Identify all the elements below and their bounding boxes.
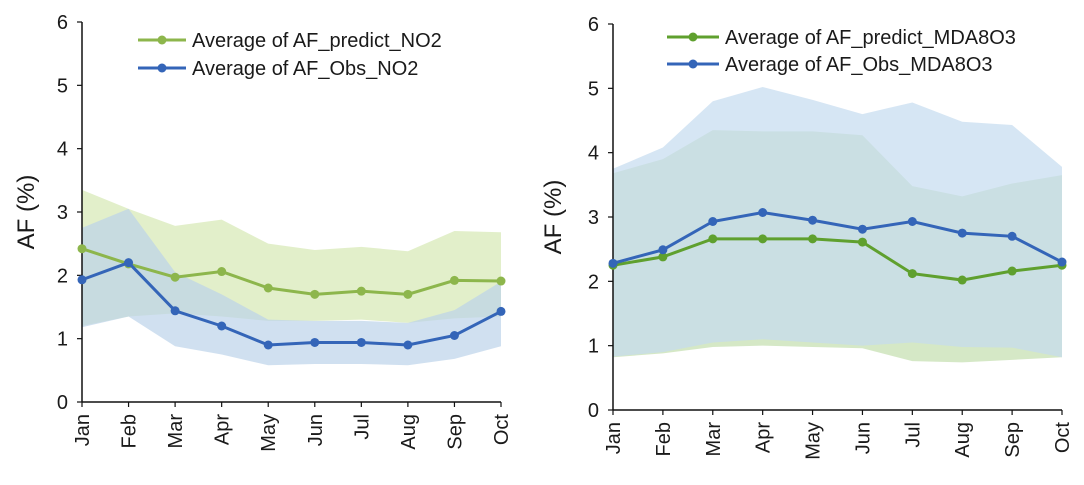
chart1-x-tick-label-feb: Feb [119, 414, 141, 448]
chart1-point-average-of-af-predict-no2-apr [217, 267, 227, 277]
chart2-point-average-of-af-predict-mda8o3-aug [957, 275, 967, 285]
chart2-x-tick-label-jun: Jun [852, 422, 874, 454]
chart1-y-tick-label-2: 2 [57, 265, 68, 287]
chart1-x-tick-label-jul: Jul [351, 414, 373, 440]
chart1-y-tick-label-4: 4 [57, 139, 68, 161]
chart2-y-tick-label-1: 1 [588, 336, 599, 358]
chart2-point-average-of-af-obs-mda8o3-sep [1007, 231, 1017, 241]
chart2-point-average-of-af-predict-mda8o3-apr [758, 234, 768, 244]
chart1-point-average-of-af-obs-no2-jan [77, 275, 87, 285]
chart2-point-average-of-af-obs-mda8o3-jun [857, 224, 867, 234]
chart2-x-tick-label-apr: Apr [753, 422, 775, 453]
chart2-y-tick-label-5: 5 [588, 78, 599, 100]
chart1-y-tick-label-0: 0 [57, 392, 68, 414]
chart1-band-average-of-af-obs-no2 [82, 208, 501, 366]
chart1-point-average-of-af-predict-no2-jul [356, 286, 366, 296]
chart2-x-tick-label-jul: Jul [902, 422, 924, 448]
chart2-legend-label-average-of-af-predict-mda8o3: Average of AF_predict_MDA8O3 [725, 27, 1016, 49]
chart2-point-average-of-af-predict-mda8o3-sep [1007, 266, 1017, 276]
chart1-y-tick-label-5: 5 [57, 75, 68, 97]
chart1-x-tick-label-oct: Oct [491, 414, 513, 446]
chart1-point-average-of-af-obs-no2-aug [403, 340, 413, 350]
chart1-legend-label-average-of-af-obs-no2: Average of AF_Obs_NO2 [192, 58, 418, 80]
chart2-line-average-of-af-predict-mda8o3 [612, 237, 1063, 282]
chart1-point-average-of-af-obs-no2-mar [170, 306, 180, 316]
chart2-point-average-of-af-predict-mda8o3-mar [708, 234, 718, 244]
chart2-legend-marker-average-of-af-obs-mda8o3 [688, 59, 698, 69]
chart1-point-average-of-af-predict-no2-oct [496, 276, 506, 286]
chart2-x-tick-label-jan: Jan [603, 422, 625, 454]
chart1-point-average-of-af-obs-no2-sep [449, 331, 459, 340]
chart2-y-tick-label-3: 3 [588, 207, 599, 229]
chart1-point-average-of-af-obs-no2-feb [124, 258, 134, 268]
chart1-point-average-of-af-predict-no2-may [263, 283, 273, 293]
chart2-point-average-of-af-obs-mda8o3-feb [658, 245, 668, 255]
chart2-point-average-of-af-obs-mda8o3-oct [1057, 257, 1067, 267]
chart2-y-tick-label-0: 0 [588, 400, 599, 422]
chart2-point-average-of-af-predict-mda8o3-jun [857, 237, 867, 247]
chart1-line-average-of-af-predict-no2 [81, 247, 502, 296]
chart2-y-tick-label-6: 6 [588, 14, 599, 36]
chart1-x-tick-label-apr: Apr [212, 414, 234, 445]
chart2-point-average-of-af-obs-mda8o3-jul [907, 217, 917, 227]
chart2-y-tick-label-4: 4 [588, 143, 599, 165]
chart1-point-average-of-af-predict-no2-mar [170, 272, 180, 282]
chart2-point-average-of-af-obs-mda8o3-aug [957, 228, 967, 238]
chart2-point-average-of-af-predict-mda8o3-may [808, 234, 818, 244]
chart1-point-average-of-af-obs-no2-jul [356, 337, 366, 347]
chart1-x-tick-label-sep: Sep [444, 414, 466, 450]
chart1-x-tick-label-mar: Mar [165, 414, 187, 449]
chart1-y-tick-label-3: 3 [57, 202, 68, 224]
chart2-point-average-of-af-obs-mda8o3-may [808, 215, 818, 225]
chart1-legend-marker-average-of-af-obs-no2 [157, 63, 167, 73]
chart1-point-average-of-af-obs-no2-oct [496, 306, 506, 316]
chart1-y-axis-title: AF (%) [13, 175, 40, 250]
chart2-x-tick-label-mar: Mar [703, 422, 725, 457]
chart2-y-tick-label-2: 2 [588, 271, 599, 293]
chart2-point-average-of-af-predict-mda8o3-jul [907, 269, 917, 279]
chart2-x-tick-label-oct: Oct [1052, 422, 1074, 454]
chart1-point-average-of-af-obs-no2-apr [217, 321, 227, 331]
chart2-band-average-of-af-obs-mda8o3 [613, 87, 1062, 358]
chart1-point-average-of-af-predict-no2-jun [310, 289, 320, 299]
chart1-y-tick-label-1: 1 [57, 329, 68, 351]
chart1-point-average-of-af-predict-no2-sep [449, 275, 459, 285]
chart1-legend-marker-average-of-af-predict-no2 [157, 35, 167, 45]
chart2-point-average-of-af-obs-mda8o3-jan [608, 258, 618, 268]
chart2-line-average-of-af-obs-mda8o3 [612, 210, 1063, 265]
chart1-point-average-of-af-obs-no2-may [263, 340, 273, 350]
chart2-legend-marker-average-of-af-predict-mda8o3 [688, 32, 698, 42]
chart2-x-tick-label-feb: Feb [653, 422, 675, 456]
chart2-x-tick-label-aug: Aug [952, 422, 974, 458]
chart1-point-average-of-af-predict-no2-jan [77, 244, 87, 254]
chart1-y-tick-label-6: 6 [57, 12, 68, 34]
chart2-y-axis-title: AF (%) [540, 180, 567, 255]
chart1-x-tick-label-jun: Jun [305, 414, 327, 446]
chart1-point-average-of-af-predict-no2-aug [403, 289, 413, 299]
chart1-x-tick-label-jan: Jan [72, 414, 94, 446]
chart1-point-average-of-af-obs-no2-jun [310, 337, 320, 347]
chart2-point-average-of-af-predict-mda8o3-feb [658, 252, 668, 262]
chart1-legend-label-average-of-af-predict-no2: Average of AF_predict_NO2 [192, 30, 442, 52]
chart2-x-tick-label-may: May [803, 422, 825, 460]
chart2-legend-label-average-of-af-obs-mda8o3: Average of AF_Obs_MDA8O3 [725, 54, 993, 76]
chart2-point-average-of-af-obs-mda8o3-apr [758, 207, 768, 217]
chart1-line-average-of-af-obs-no2 [81, 260, 502, 347]
chart2-x-tick-label-sep: Sep [1002, 422, 1024, 458]
chart2-point-average-of-af-obs-mda8o3-mar [708, 217, 718, 227]
chart1-x-tick-label-may: May [258, 414, 280, 452]
chart1-x-tick-label-aug: Aug [398, 414, 420, 450]
